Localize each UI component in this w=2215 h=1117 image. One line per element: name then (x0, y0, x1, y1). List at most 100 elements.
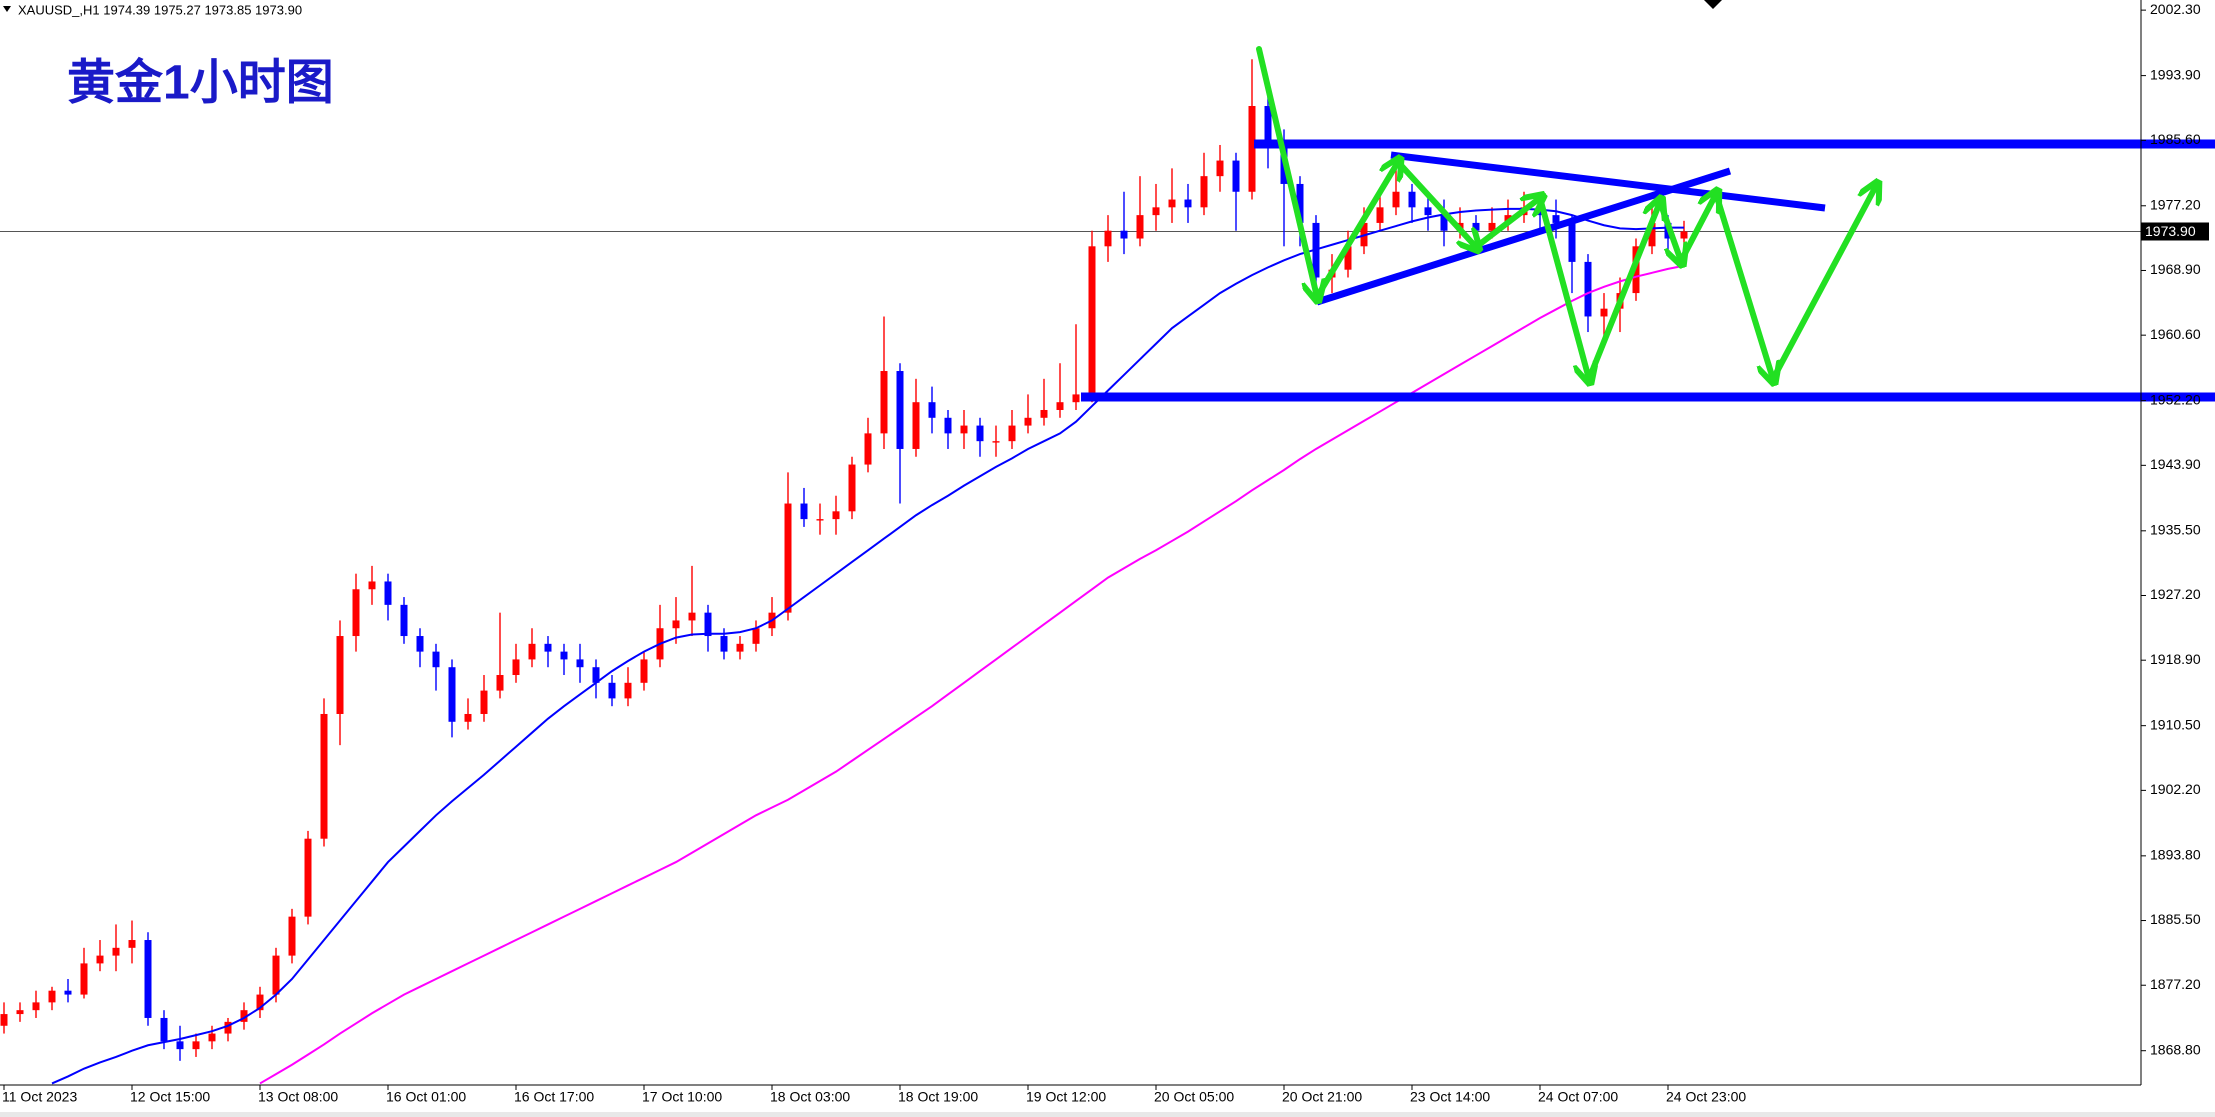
candle-body (624, 682, 632, 699)
projection-arrow (1586, 202, 1660, 382)
candle-body (304, 838, 312, 917)
drawings (1081, 0, 2215, 402)
projection-path (1256, 46, 1876, 382)
candle-body (1424, 207, 1432, 216)
candle-body (176, 1041, 184, 1050)
projection-arrow (1657, 199, 1681, 261)
y-tick-label: 1927.20 (2150, 586, 2201, 602)
candle-body (80, 963, 88, 995)
candle-body (1088, 246, 1096, 395)
y-tick-label: 2002.30 (2150, 1, 2201, 17)
projection-arrow (1770, 186, 1876, 382)
current-price-label: 1973.90 (2145, 223, 2196, 239)
candle-body (464, 713, 472, 722)
trend-line (1390, 151, 1826, 212)
candle-body (1408, 191, 1416, 208)
chart-title: 黄金1小时图 (67, 57, 334, 110)
x-tick-label: 13 Oct 08:00 (258, 1089, 338, 1105)
candle-body (896, 371, 904, 449)
candle-body (1264, 106, 1272, 145)
current-price-tag (2141, 222, 2209, 241)
candle-body (752, 628, 760, 644)
y-tick-label: 1993.90 (2150, 66, 2201, 82)
candle-body (224, 1021, 232, 1034)
candle-body (288, 916, 296, 956)
projection-arrow (1473, 198, 1540, 250)
x-tick-label: 16 Oct 17:00 (514, 1089, 594, 1105)
candle-body (1184, 199, 1192, 208)
candle-body (640, 659, 648, 683)
x-tick-label: 17 Oct 10:00 (642, 1089, 722, 1105)
candle-body (1488, 222, 1496, 231)
y-tick-label: 1968.90 (2150, 261, 2201, 277)
projection-arrow (1395, 159, 1476, 247)
projection-arrow (1713, 191, 1773, 379)
period-marker (1704, 0, 1722, 9)
candle-body (1392, 191, 1400, 208)
candle-body (928, 402, 936, 418)
candle-body (688, 612, 696, 621)
candle-body (1648, 222, 1656, 247)
x-tick-label: 20 Oct 21:00 (1282, 1089, 1362, 1105)
candle-body (1232, 160, 1240, 192)
projection-arrow (1314, 162, 1398, 300)
candle-body (1056, 402, 1064, 410)
symbol-dropdown (3, 6, 11, 12)
x-tick-label: 23 Oct 14:00 (1410, 1089, 1490, 1105)
y-tick-label: 1952.20 (2150, 391, 2201, 407)
y-tick-label: 1935.50 (2150, 522, 2201, 538)
candle-body (944, 417, 952, 434)
candle-body (1680, 231, 1688, 239)
candle-body (592, 667, 600, 683)
candle-body (672, 620, 680, 629)
candle-body (560, 651, 568, 660)
y-tick-label: 1877.20 (2150, 976, 2201, 992)
candle-body (512, 659, 520, 676)
y-tick-label: 1902.20 (2150, 781, 2201, 797)
x-tick-label: 19 Oct 12:00 (1026, 1089, 1106, 1105)
candle-body (528, 643, 536, 660)
candle-body (1568, 222, 1576, 262)
candle-body (192, 1041, 200, 1050)
candle-body (864, 433, 872, 465)
y-tick-label: 1960.60 (2150, 326, 2201, 342)
candle-body (832, 511, 840, 520)
x-tick-label: 18 Oct 03:00 (770, 1089, 850, 1105)
candle-body (272, 955, 280, 995)
candle-body (784, 503, 792, 613)
candle-body (1104, 230, 1112, 247)
candle-body (736, 643, 744, 652)
candle-body (480, 690, 488, 714)
candle-body (240, 1010, 248, 1022)
candle-body (400, 604, 408, 637)
y-tick-label: 1910.50 (2150, 716, 2201, 732)
candle-body (96, 955, 104, 964)
candle-body (992, 441, 1000, 443)
tab-bar (0, 1112, 2215, 1117)
candle-body (416, 636, 424, 652)
x-tick-label: 12 Oct 15:00 (130, 1089, 210, 1105)
x-tick-label: 16 Oct 01:00 (386, 1089, 466, 1105)
candle-body (1296, 183, 1304, 223)
y-tick-label: 1893.80 (2150, 847, 2201, 863)
candle-body (1136, 215, 1144, 239)
candle-body (704, 612, 712, 637)
candle-body (1216, 160, 1224, 177)
moving-average (51, 207, 1684, 1085)
candle-body (1072, 394, 1080, 403)
candle-body (1200, 176, 1208, 208)
candle-body (112, 947, 120, 956)
y-tick-label: 1918.90 (2150, 651, 2201, 667)
candle-body (880, 371, 888, 434)
candle-body (160, 1017, 168, 1042)
candle-body (144, 940, 152, 1018)
candle-body (1584, 261, 1592, 317)
candle-body (32, 1002, 40, 1011)
candle-body (320, 713, 328, 839)
candle-body (544, 643, 552, 652)
candle-body (1040, 409, 1048, 418)
candle-body (448, 667, 456, 722)
